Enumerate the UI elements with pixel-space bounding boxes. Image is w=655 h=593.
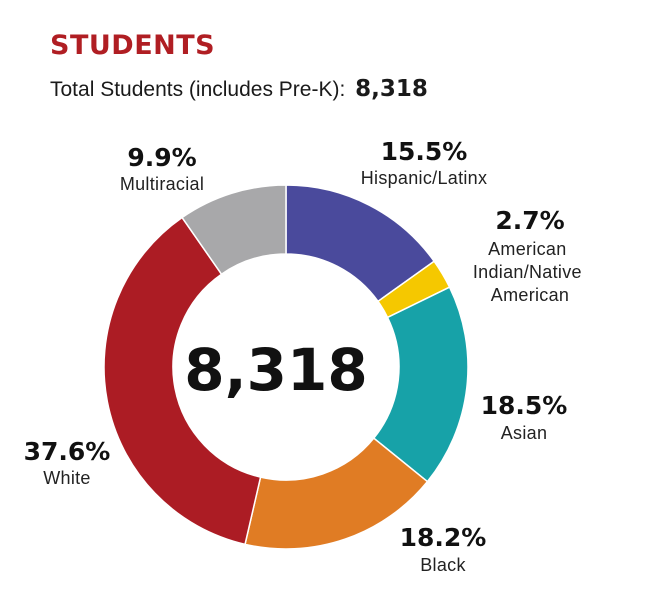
total-students-value: 8,318 xyxy=(355,76,428,102)
donut-slices xyxy=(103,184,469,550)
name-label-asian: Asian xyxy=(501,423,548,443)
chart-title: STUDENTS xyxy=(50,30,216,61)
name-label-white: White xyxy=(43,468,91,488)
total-students-label: Total Students (includes Pre-K): xyxy=(50,78,346,101)
pct-label-black: 18.2% xyxy=(400,523,487,552)
chart-subtitle: Total Students (includes Pre-K): 8,318 xyxy=(50,76,428,102)
donut-slice-multiracial xyxy=(181,184,287,276)
name-label-american-indian: American Indian/Native American xyxy=(473,239,587,305)
pct-label-multiracial: 9.9% xyxy=(127,143,196,172)
pct-label-american-indian: 2.7% xyxy=(495,206,564,235)
donut-slice-white xyxy=(103,216,262,546)
pct-label-asian: 18.5% xyxy=(481,391,568,420)
center-total-label: 8,318 xyxy=(184,336,367,404)
name-label-multiracial: Multiracial xyxy=(120,174,204,194)
pct-label-white: 37.6% xyxy=(24,437,111,466)
name-label-black: Black xyxy=(420,555,466,575)
name-label-hispanic-latinx: Hispanic/Latinx xyxy=(361,168,488,188)
pct-label-hispanic-latinx: 15.5% xyxy=(381,137,468,166)
